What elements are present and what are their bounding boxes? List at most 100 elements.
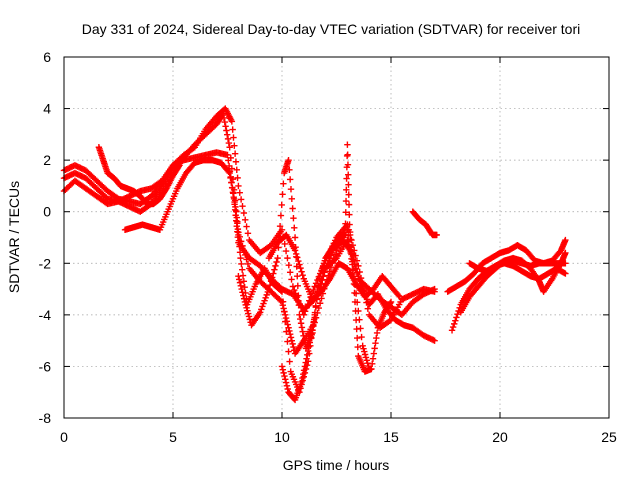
data-point xyxy=(363,357,370,364)
data-point xyxy=(240,209,248,217)
data-point xyxy=(297,264,304,272)
data-point xyxy=(246,316,254,323)
data-point xyxy=(395,292,402,299)
data-point xyxy=(348,251,355,258)
data-point xyxy=(231,198,238,206)
data-point xyxy=(345,171,352,178)
data-point xyxy=(361,348,368,355)
data-point xyxy=(272,262,279,270)
data-point xyxy=(346,228,354,236)
data-point xyxy=(304,351,311,359)
series-trace-3 xyxy=(60,105,438,331)
data-point xyxy=(281,240,288,248)
x-tick-label: 25 xyxy=(601,429,617,445)
data-point xyxy=(240,295,248,302)
data-point xyxy=(344,141,351,148)
data-point xyxy=(306,297,313,304)
data-point xyxy=(228,165,236,172)
data-point xyxy=(286,358,293,365)
data-point xyxy=(226,169,233,177)
data-point xyxy=(244,307,251,314)
data-point xyxy=(242,301,249,309)
data-point xyxy=(319,276,326,284)
series-trace-13 xyxy=(466,257,569,275)
data-point xyxy=(373,329,381,337)
data-point xyxy=(431,288,438,295)
x-tick-label: 20 xyxy=(492,429,508,445)
data-point xyxy=(304,301,312,308)
data-point xyxy=(236,276,243,283)
data-point xyxy=(239,266,246,273)
data-point xyxy=(282,376,289,383)
data-point xyxy=(271,266,278,273)
data-point xyxy=(234,220,241,227)
data-point xyxy=(278,201,285,209)
data-point xyxy=(354,343,361,351)
data-point xyxy=(228,179,235,186)
axis-ticks: 0 5 10 15 20 25 -8 -6 -4 -2 0 2 4 6 xyxy=(39,49,617,445)
data-point xyxy=(242,216,249,223)
data-point xyxy=(228,184,236,191)
data-point xyxy=(257,309,264,316)
data-point xyxy=(224,135,232,143)
data-point xyxy=(299,272,306,279)
data-series xyxy=(60,105,569,404)
data-point xyxy=(282,311,289,319)
x-axis-label: GPS time / hours xyxy=(283,457,390,473)
data-point xyxy=(292,250,300,258)
data-point xyxy=(286,176,294,183)
data-point xyxy=(295,257,302,265)
data-point xyxy=(362,354,370,361)
data-point xyxy=(352,307,359,315)
data-point xyxy=(238,260,245,268)
series-trace-9 xyxy=(409,208,440,239)
data-point xyxy=(242,251,249,259)
data-point xyxy=(344,151,351,158)
data-point xyxy=(282,247,290,255)
data-point xyxy=(227,174,234,182)
data-point xyxy=(226,144,233,151)
y-axis-label: SDTVAR / TECUs xyxy=(6,181,22,293)
data-point xyxy=(265,285,273,293)
data-point xyxy=(304,347,312,355)
y-tick-label: -6 xyxy=(39,358,52,374)
data-point xyxy=(243,304,250,311)
x-tick-label: 0 xyxy=(60,429,68,445)
data-point xyxy=(310,318,318,325)
data-point xyxy=(236,249,244,256)
data-point xyxy=(282,379,290,386)
data-point xyxy=(291,247,299,254)
data-point xyxy=(345,181,352,188)
data-point xyxy=(303,355,310,362)
chart-title: Day 331 of 2024, Sidereal Day-to-day VTE… xyxy=(82,21,581,37)
data-point xyxy=(289,340,296,348)
data-point xyxy=(280,369,287,377)
data-point xyxy=(243,256,250,263)
y-tick-label: -2 xyxy=(39,255,52,271)
data-point xyxy=(225,139,233,147)
data-point xyxy=(299,374,306,382)
data-point xyxy=(449,323,457,331)
data-point xyxy=(278,363,286,370)
data-point xyxy=(238,285,245,293)
data-point xyxy=(234,225,242,233)
data-point xyxy=(343,175,350,182)
data-point xyxy=(227,154,234,162)
data-point xyxy=(359,342,366,349)
series-trace-5 xyxy=(95,144,183,208)
data-point xyxy=(221,118,228,126)
data-point xyxy=(346,221,353,228)
data-point xyxy=(240,278,248,285)
data-point xyxy=(274,254,281,262)
data-point xyxy=(234,174,241,182)
data-point xyxy=(284,385,291,393)
data-point xyxy=(233,166,240,174)
data-point xyxy=(239,203,246,210)
data-point xyxy=(277,212,285,219)
data-point xyxy=(351,298,359,306)
data-point xyxy=(433,231,440,239)
data-point xyxy=(298,378,305,386)
data-point xyxy=(321,269,328,276)
data-point xyxy=(245,310,252,317)
